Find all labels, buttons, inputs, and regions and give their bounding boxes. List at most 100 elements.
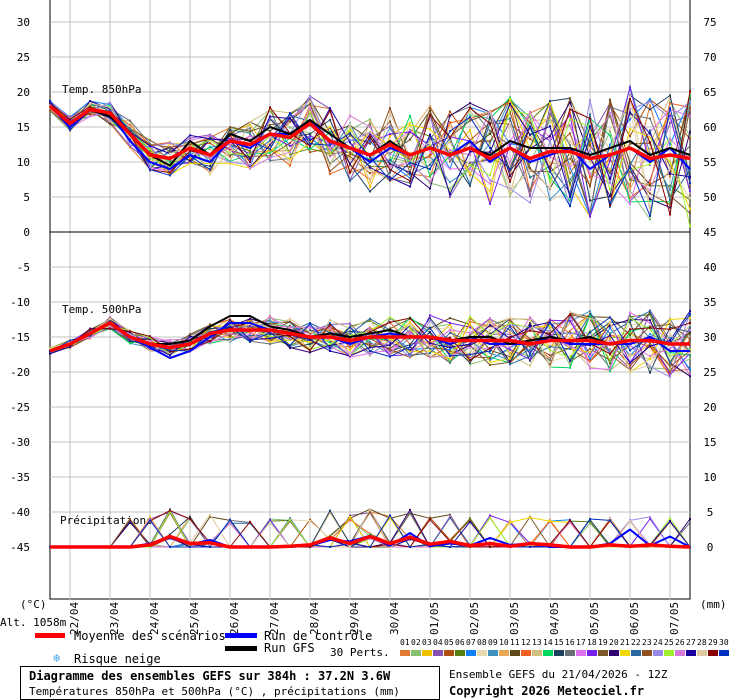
t850-perturbation-23-point bbox=[629, 170, 631, 173]
t850-perturbation-10-point bbox=[269, 140, 271, 143]
t850-perturbation-26-point bbox=[49, 103, 51, 106]
y-tick-left: -10 bbox=[10, 296, 30, 309]
t500-perturbation-22-point bbox=[89, 330, 91, 333]
t500-perturbation-07-point bbox=[589, 358, 591, 361]
t500-perturbation-24-point bbox=[389, 340, 391, 343]
t850-perturbation-22-point bbox=[189, 151, 191, 154]
title-box: Diagramme des ensembles GEFS sur 384h : … bbox=[20, 666, 440, 700]
panel-label-t850: Temp. 850hPa bbox=[62, 83, 141, 96]
precip-perturbation-15-point bbox=[329, 509, 331, 512]
t850-perturbation-15-point bbox=[209, 165, 211, 168]
t500-perturbation-28-point bbox=[569, 310, 571, 313]
t850-perturbation-19-point bbox=[309, 102, 311, 105]
t850-perturbation-20-point bbox=[549, 135, 551, 138]
t500-perturbation-14-point bbox=[129, 342, 131, 345]
t850-perturbation-28-point bbox=[689, 197, 691, 200]
t500-perturbation-28-point bbox=[409, 324, 411, 327]
t500-perturbation-07-point bbox=[649, 333, 651, 336]
t850-perturbation-27-point bbox=[109, 107, 111, 110]
t500-perturbation-06-point bbox=[609, 362, 611, 365]
t500-perturbation-27-point bbox=[269, 337, 271, 340]
t500-perturbation-17-point bbox=[409, 333, 411, 336]
precip-perturbation-25-point bbox=[489, 517, 491, 520]
t850-perturbation-29-point bbox=[509, 180, 511, 183]
t850-perturbation-18-point bbox=[609, 159, 611, 162]
pert-label: 05 bbox=[444, 638, 454, 647]
t850-perturbation-21-point bbox=[669, 161, 671, 163]
y-tick-left: -30 bbox=[10, 436, 30, 449]
t850-perturbation-17-point bbox=[589, 172, 591, 175]
precip-perturbation-29-point bbox=[169, 509, 171, 512]
t850-perturbation-26-point bbox=[349, 114, 351, 117]
t500-perturbation-26-point bbox=[89, 336, 91, 339]
t500-perturbation-24-point bbox=[329, 348, 331, 351]
y-tick-left: -45 bbox=[10, 541, 30, 554]
t850-perturbation-29-point bbox=[329, 109, 331, 112]
t850-perturbation-08-point bbox=[509, 121, 511, 124]
t500-perturbation-12-point bbox=[249, 331, 251, 334]
t850-perturbation-19-point bbox=[289, 120, 291, 123]
t850-perturbation-22-point bbox=[669, 198, 671, 201]
t850-perturbation-18-point bbox=[589, 215, 591, 218]
t850-perturbation-27-point bbox=[569, 196, 571, 198]
t850-perturbation-01-point bbox=[569, 172, 571, 175]
t850-perturbation-07-point bbox=[609, 143, 611, 146]
t500-perturbation-30-point bbox=[369, 350, 371, 352]
t500-perturbation-28-point bbox=[309, 331, 311, 334]
t850-perturbation-12-point bbox=[409, 157, 411, 160]
t500-perturbation-20-point bbox=[449, 353, 451, 356]
t850-perturbation-23-point bbox=[249, 155, 251, 158]
precip-perturbation-30-point bbox=[329, 546, 331, 548]
chart-subtitle: Températures 850hPa et 500hPa (°C) , pré… bbox=[29, 685, 400, 698]
t500-perturbation-25-point bbox=[389, 316, 391, 319]
t850-perturbation-30-point bbox=[349, 132, 351, 135]
t500-perturbation-06-point bbox=[389, 331, 391, 334]
y-tick-right: 75 bbox=[703, 16, 716, 29]
t850-perturbation-23-point bbox=[489, 140, 491, 142]
t850-perturbation-24-point bbox=[509, 187, 511, 190]
t500-perturbation-27-point bbox=[369, 346, 371, 349]
t850-perturbation-28-point bbox=[649, 206, 651, 209]
t500-perturbation-30-point bbox=[689, 312, 691, 315]
t850-perturbation-17-point bbox=[329, 155, 331, 158]
y-tick-left: -40 bbox=[10, 506, 30, 519]
t500-perturbation-16-point bbox=[429, 347, 431, 350]
t500-perturbation-05-point bbox=[549, 354, 551, 357]
t850-perturbation-20-point bbox=[389, 163, 391, 166]
t500-perturbation-30-point bbox=[129, 339, 131, 342]
t850-perturbation-12-point bbox=[589, 176, 591, 179]
t850-perturbation-20-point bbox=[669, 206, 671, 209]
t500-perturbation-23-point bbox=[489, 357, 491, 359]
t850-perturbation-01-point bbox=[469, 174, 471, 177]
t500-perturbation-20-point bbox=[629, 318, 631, 321]
t850-perturbation-27-point bbox=[409, 185, 411, 188]
t850-perturbation-18-point bbox=[669, 114, 671, 117]
t500-perturbation-29-point bbox=[549, 332, 551, 335]
t850-perturbation-12-point bbox=[569, 111, 571, 114]
t850-perturbation-21-point bbox=[389, 145, 391, 148]
t850-perturbation-20-point bbox=[689, 130, 691, 133]
t850-perturbation-17-point bbox=[469, 167, 471, 170]
t500-perturbation-17-point bbox=[489, 317, 491, 320]
t850-perturbation-03-point bbox=[389, 135, 391, 138]
t850-perturbation-02-point bbox=[569, 125, 571, 128]
t850-perturbation-27-point bbox=[89, 100, 91, 103]
t850-perturbation-09-point bbox=[389, 126, 391, 129]
t850-perturbation-13-point bbox=[529, 119, 531, 122]
t850-perturbation-25-point bbox=[149, 156, 151, 159]
t850-perturbation-01-point bbox=[649, 104, 651, 107]
t500-perturbation-08-point bbox=[669, 321, 671, 324]
precip-perturbation-29-point bbox=[249, 520, 251, 523]
t850-perturbation-30-point bbox=[469, 116, 471, 119]
pert-swatch bbox=[697, 650, 707, 656]
x-tick-label: 26/04 bbox=[228, 602, 241, 635]
t500-perturbation-29-point bbox=[109, 327, 111, 330]
t500-perturbation-08-point bbox=[549, 360, 551, 363]
t850-perturbation-16-point bbox=[689, 144, 691, 147]
t500-perturbation-19-point bbox=[389, 347, 391, 350]
t850-perturbation-07-point bbox=[649, 98, 651, 100]
t850-perturbation-27-point bbox=[509, 102, 511, 105]
t500-perturbation-29-point bbox=[229, 326, 231, 329]
t850-perturbation-05-point bbox=[589, 185, 591, 188]
t500-perturbation-16-point bbox=[549, 359, 551, 362]
